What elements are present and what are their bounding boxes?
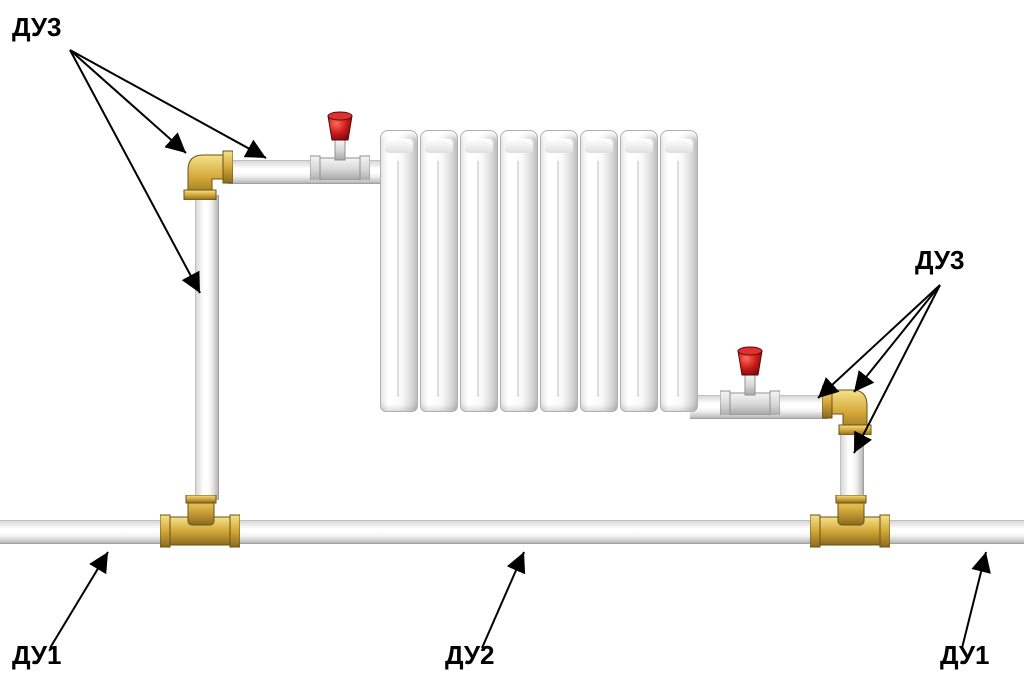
branch-left-vertical [195, 195, 219, 500]
radiator-section [540, 130, 578, 412]
radiator-section [380, 130, 418, 412]
tee-fitting-left [160, 495, 240, 555]
elbow-fitting-left [178, 145, 233, 200]
radiator-section [420, 130, 458, 412]
elbow-fitting-right [822, 380, 877, 435]
main-pipe-right [888, 520, 1024, 544]
main-pipe-middle [238, 520, 812, 544]
radiator-section [460, 130, 498, 412]
label-du2: ДУ2 [445, 640, 494, 671]
branch-right-vertical [840, 430, 864, 500]
radiator-section [620, 130, 658, 412]
label-du3-right: ДУ3 [915, 245, 964, 276]
radiator-section [580, 130, 618, 412]
label-du3-left: ДУ3 [12, 12, 61, 43]
label-du1-right: ДУ1 [940, 640, 989, 671]
outlet-valve [720, 345, 780, 415]
tee-fitting-right [810, 495, 890, 555]
inlet-valve [310, 110, 370, 180]
label-du1-left: ДУ1 [12, 640, 61, 671]
radiator-section [660, 130, 698, 412]
radiator-section [500, 130, 538, 412]
main-pipe-left [0, 520, 160, 544]
radiator [380, 130, 698, 412]
